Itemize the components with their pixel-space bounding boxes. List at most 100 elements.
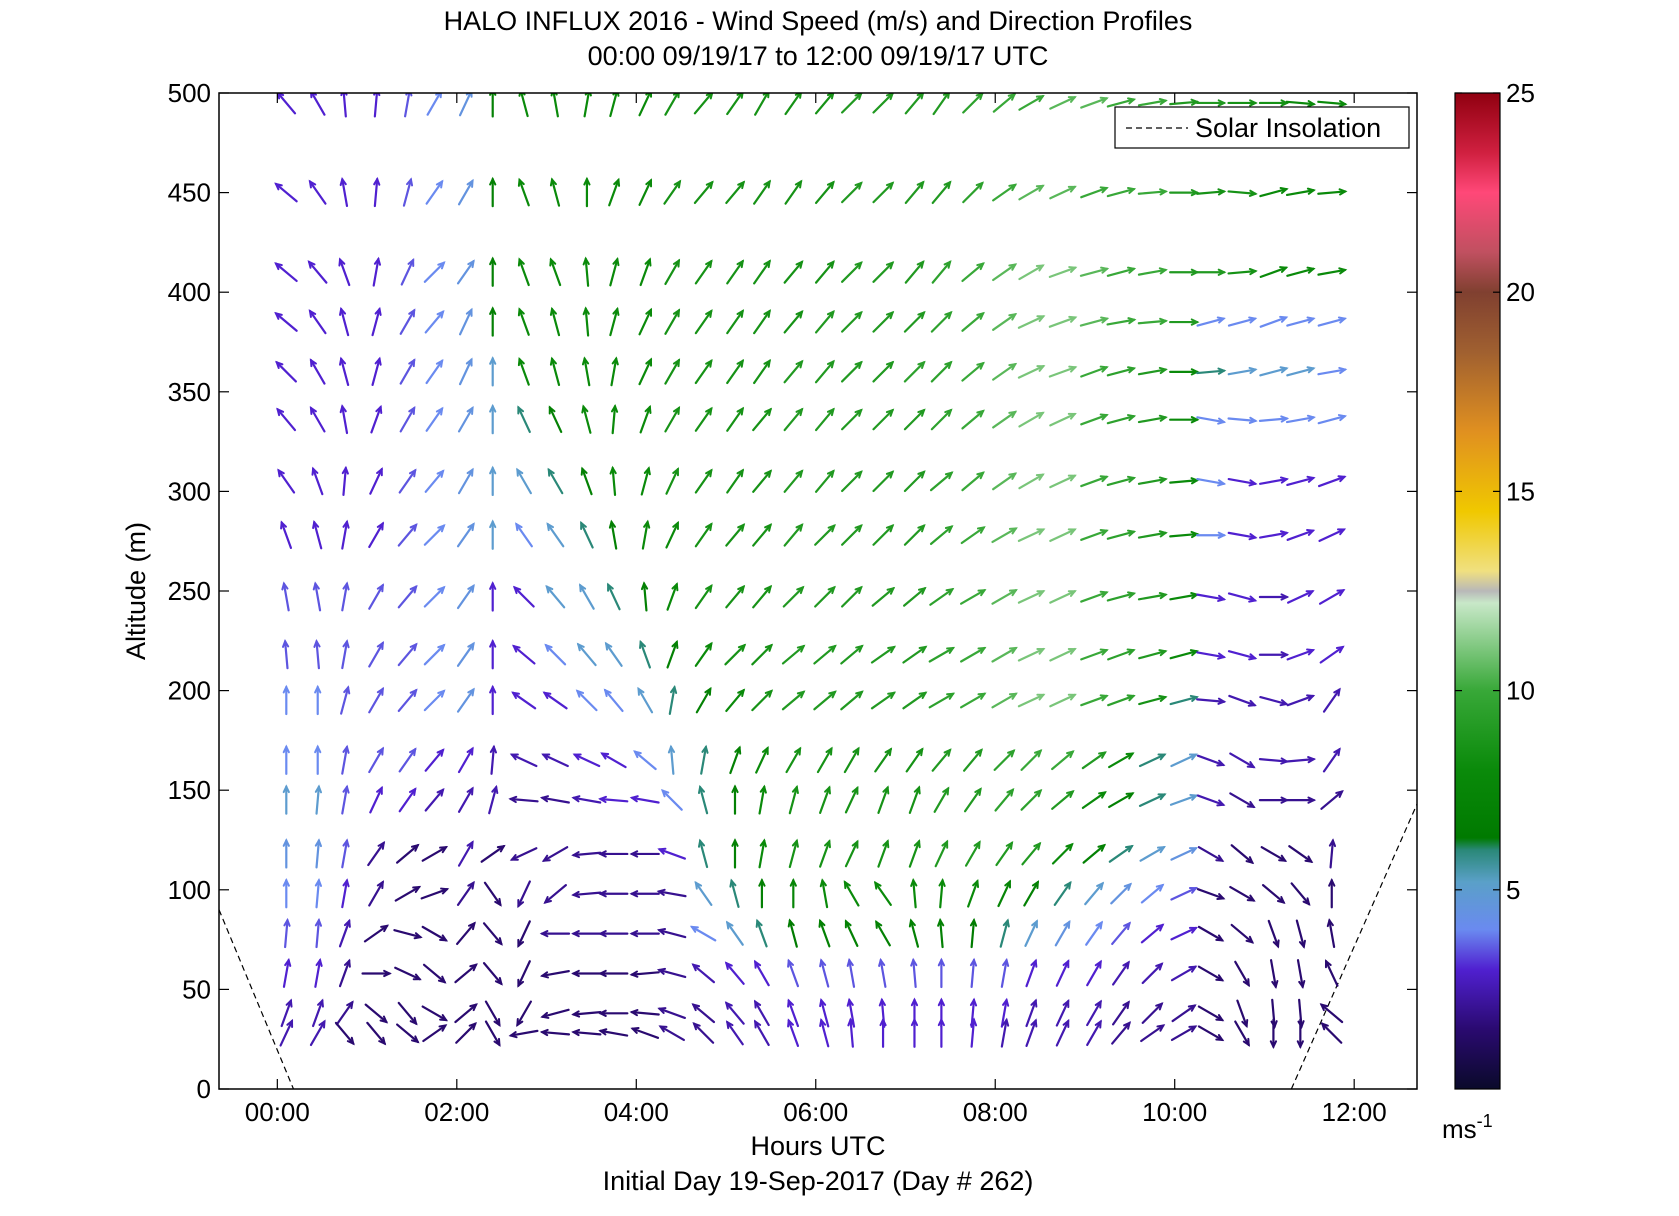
x-tick-label: 00:00 (245, 1097, 310, 1127)
y-tick-label: 50 (182, 974, 211, 1004)
wind-arrow (1107, 648, 1136, 661)
wind-arrow (1080, 694, 1109, 707)
wind-arrow (1171, 1004, 1197, 1023)
wind-arrow (962, 181, 984, 204)
wind-arrow (341, 878, 350, 909)
wind-arrow (610, 403, 619, 435)
wind-arrow (813, 644, 837, 665)
wind-arrow (1317, 366, 1348, 376)
wind-arrow (960, 589, 987, 605)
wind-arrow (692, 1022, 715, 1044)
wind-arrow (1055, 1018, 1070, 1047)
wind-arrow (369, 785, 383, 814)
wind-arrow (517, 357, 530, 386)
wind-arrow (1170, 847, 1199, 861)
wind-arrow (517, 257, 530, 287)
colorbar-tick-label: 15 (1506, 476, 1535, 506)
wind-arrow (694, 358, 713, 385)
wind-arrow (457, 467, 474, 495)
wind-arrow (341, 465, 349, 496)
wind-arrow (1259, 266, 1289, 278)
wind-arrow (1227, 189, 1258, 197)
wind-arrow (397, 523, 418, 547)
wind-arrow (841, 310, 863, 333)
wind-arrow (1024, 919, 1038, 947)
wind-arrow (992, 263, 1018, 282)
wind-arrow (393, 929, 423, 940)
wind-arrow (457, 746, 474, 774)
wind-arrow (398, 787, 417, 813)
wind-arrow (511, 691, 537, 710)
wind-arrow (961, 262, 985, 283)
colorbar-ticks: 5 10 15 20 25 (1455, 78, 1535, 905)
wind-arrow (819, 998, 830, 1028)
wind-arrow (454, 1003, 478, 1024)
wind-arrow (782, 585, 805, 608)
wind-arrow (1025, 958, 1038, 988)
wind-arrow (783, 407, 804, 432)
wind-arrow (691, 1003, 716, 1024)
colorbar: 5 10 15 20 25 ms-1 (1442, 78, 1535, 1144)
wind-arrow (1080, 413, 1109, 426)
wind-arrow (489, 356, 497, 387)
wind-arrow (787, 958, 800, 988)
wind-arrow (1328, 877, 1336, 909)
wind-arrow (1082, 843, 1107, 864)
wind-arrow (1106, 317, 1137, 326)
wind-arrow (729, 745, 742, 775)
wind-arrow (784, 93, 802, 116)
wind-arrow (1080, 96, 1109, 109)
wind-arrow (399, 406, 416, 433)
wind-arrow (1196, 593, 1227, 602)
wind-arrow (1139, 846, 1166, 862)
wind-arrow (598, 890, 629, 898)
wind-arrow (1317, 188, 1348, 196)
wind-arrow (961, 471, 985, 492)
wind-arrow (488, 784, 499, 815)
wind-arrow (581, 356, 591, 387)
wind-arrow (787, 1018, 800, 1048)
wind-arrow (938, 878, 946, 909)
wind-arrow (752, 407, 773, 432)
wind-arrow (752, 584, 773, 609)
wind-arrow (658, 1025, 685, 1042)
y-tick-label: 300 (168, 476, 211, 506)
wind-arrow (1169, 530, 1200, 539)
wind-arrow (1322, 687, 1341, 713)
wind-arrow (1169, 188, 1200, 197)
wind-arrow (1285, 100, 1317, 108)
wind-arrow (1227, 366, 1258, 376)
wind-arrow (1106, 414, 1137, 425)
wind-arrow (726, 406, 745, 432)
wind-arrow (1259, 695, 1289, 707)
wind-arrow (276, 93, 297, 115)
y-tick-label: 500 (168, 78, 211, 108)
wind-arrow (274, 182, 298, 203)
wind-arrow (904, 260, 925, 284)
wind-arrow (725, 584, 746, 609)
wind-arrow (1286, 529, 1316, 541)
wind-arrow (598, 969, 629, 978)
colorbar-tick-label: 25 (1506, 78, 1535, 108)
wind-arrow (582, 306, 590, 337)
wind-arrow (665, 520, 679, 549)
wind-arrow (282, 784, 290, 815)
wind-arrow (1285, 414, 1316, 424)
wind-arrow (456, 880, 475, 906)
wind-arrow (456, 584, 475, 610)
wind-arrow (874, 747, 893, 773)
wind-arrow (1017, 315, 1046, 329)
wind-arrow (873, 880, 892, 906)
wind-arrow (1196, 268, 1227, 276)
wind-arrow (783, 260, 804, 284)
wind-arrow (576, 642, 597, 667)
wind-arrow (421, 925, 449, 942)
wind-arrow (373, 176, 381, 208)
wind-arrow (840, 644, 864, 665)
x-tick-label: 06:00 (783, 1097, 848, 1127)
wind-arrow (638, 307, 653, 336)
wind-arrow (517, 960, 531, 988)
wind-arrow (314, 684, 322, 716)
x-tick-label: 12:00 (1322, 1097, 1387, 1127)
wind-arrow (1137, 267, 1168, 276)
